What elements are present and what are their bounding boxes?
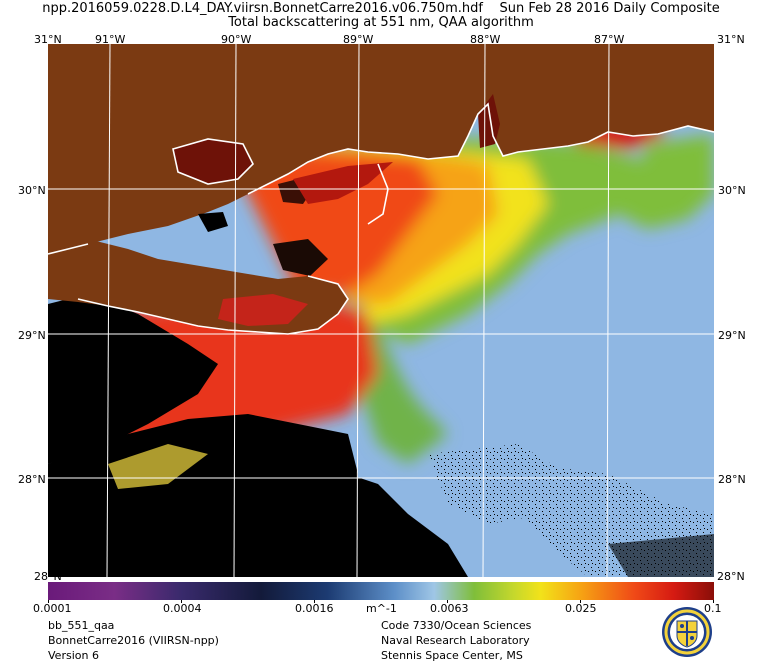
lat-label-29n-left: 29°N [18, 329, 46, 342]
lat-label-30n-left: 30°N [18, 184, 46, 197]
map-title-line2: Total backscattering at 551 nm, QAA algo… [228, 15, 534, 30]
lat-label-30n-right: 30°N [718, 184, 746, 197]
nrl-seal-logo [662, 607, 712, 657]
footer-location: Stennis Space Center, MS [381, 649, 523, 662]
colorbar-label-5: 0.1 [704, 602, 722, 615]
graticule [48, 44, 714, 577]
lon-label-87w: 87°W [594, 33, 625, 46]
lat-label-28n-left: 28°N [18, 473, 46, 486]
footer-lab: Naval Research Laboratory [381, 634, 530, 647]
lon-label-89w: 89°W [343, 33, 374, 46]
colorbar [48, 582, 714, 600]
colorbar-label-2: 0.0016 [295, 602, 334, 615]
footer-dataset: BonnetCarre2016 (VIIRSN-npp) [48, 634, 219, 647]
lat-label-28n-right: 28°N [718, 473, 746, 486]
footer-product: bb_551_qaa [48, 619, 115, 632]
footer-version: Version 6 [48, 649, 99, 662]
colorbar-label-0: 0.0001 [33, 602, 72, 615]
coastline [48, 102, 714, 335]
colorbar-tick [447, 600, 448, 603]
footer-code: Code 7330/Ocean Sciences [381, 619, 532, 632]
land-mass [48, 44, 714, 334]
satellite-map [48, 44, 714, 577]
colorbar-tick [181, 600, 182, 603]
colorbar-label-3: 0.0063 [430, 602, 469, 615]
lat-label-29n-right: 29°N [718, 329, 746, 342]
corner-label-tr: 31°N [717, 33, 745, 46]
colorbar-units: m^-1 [366, 602, 397, 615]
nodata-areas [48, 294, 714, 577]
corner-label-tl: 31°N [34, 33, 62, 46]
corner-label-br: 28°N [717, 570, 745, 583]
lon-label-88w: 88°W [470, 33, 501, 46]
colorbar-label-4: 0.025 [565, 602, 597, 615]
colorbar-label-1: 0.0004 [163, 602, 202, 615]
colorbar-tick [713, 600, 714, 603]
colorbar-tick [314, 600, 315, 603]
lon-label-90w: 90°W [221, 33, 252, 46]
colorbar-tick [580, 600, 581, 603]
colorbar-tick [48, 600, 49, 603]
lake-pontchartrain [173, 139, 253, 184]
map-title-line1: npp.2016059.0228.D.L4_DAY.viirsn.BonnetC… [42, 1, 720, 16]
lon-label-91w: 91°W [95, 33, 126, 46]
